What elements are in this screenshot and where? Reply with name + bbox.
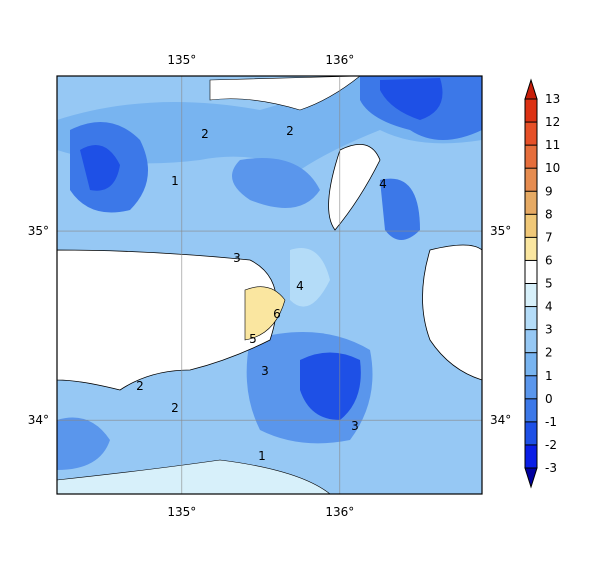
colorbar-tick-label: 13 <box>545 92 560 106</box>
contour-label: 2 <box>201 127 209 141</box>
colorbar-tick-label: 6 <box>545 253 553 267</box>
contour-label: 3 <box>261 364 269 378</box>
colorbar-tick-label: 4 <box>545 300 553 314</box>
contour-label: 1 <box>171 174 179 188</box>
y-tick-label: 34° <box>490 413 511 427</box>
x-tick-label: 135° <box>167 53 196 67</box>
map-frame <box>56 75 483 495</box>
contour-label: 2 <box>171 401 179 415</box>
colorbar-swatch <box>525 398 537 422</box>
colorbar-tick-label: 1 <box>545 369 553 383</box>
x-tick-label: 136° <box>325 53 354 67</box>
colorbar-swatch <box>525 375 537 399</box>
colorbar-swatch <box>525 260 537 284</box>
colorbar-swatch <box>525 352 537 376</box>
colorbar-tick-label: -3 <box>545 461 557 475</box>
colorbar-swatch <box>525 306 537 330</box>
colorbar-tick-label: 0 <box>545 392 553 406</box>
contour-label: 1 <box>258 449 266 463</box>
colorbar-swatch <box>525 191 537 215</box>
colorbar-swatch <box>525 283 537 307</box>
colorbar-tick-label: 7 <box>545 230 553 244</box>
contour-label: 3 <box>351 419 359 433</box>
contour-field <box>57 76 482 494</box>
contour-label: 4 <box>379 177 387 191</box>
colorbar-tick-label: 9 <box>545 184 553 198</box>
colorbar-swatch <box>525 122 537 146</box>
contour-label: 4 <box>296 279 304 293</box>
contour-label: 3 <box>233 251 241 265</box>
contour-label: 6 <box>273 307 281 321</box>
colorbar-tick-label: 3 <box>545 323 553 337</box>
x-tick-label: 136° <box>325 505 354 519</box>
colorbar-tick-label: 8 <box>545 207 553 221</box>
colorbar-tick-label: 5 <box>545 277 553 291</box>
colorbar-swatch <box>525 145 537 169</box>
colorbar-extend-low <box>524 467 538 489</box>
colorbar-tick-label: -1 <box>545 415 557 429</box>
colorbar-swatch <box>525 237 537 261</box>
colorbar-swatch <box>525 99 537 123</box>
colorbar-swatch <box>525 421 537 445</box>
colorbar-swatch <box>525 214 537 238</box>
contour-label: 5 <box>249 332 257 346</box>
colorbar-tick-label: 10 <box>545 161 560 175</box>
contour-label: 2 <box>136 379 144 393</box>
contour-labels: 2 1 2 4 3 4 6 5 3 2 1 2 3 <box>136 124 387 463</box>
colorbar-swatch <box>525 329 537 353</box>
colorbar-swatch <box>525 444 537 468</box>
axes: 135° 135° 136° 136° 35° 35° 34° 34° <box>28 53 512 519</box>
y-tick-label: 35° <box>28 224 49 238</box>
colorbar-extend-high <box>524 78 538 100</box>
colorbar-tick-label: 11 <box>545 138 560 152</box>
colorbar-tick-label: 12 <box>545 115 560 129</box>
colorbar-tick-label: 2 <box>545 346 553 360</box>
y-tick-label: 35° <box>490 224 511 238</box>
colorbar-swatch <box>525 168 537 192</box>
x-tick-label: 135° <box>167 505 196 519</box>
y-tick-label: 34° <box>28 413 49 427</box>
contour-label: 2 <box>286 124 294 138</box>
colorbar-tick-label: -2 <box>545 438 557 452</box>
